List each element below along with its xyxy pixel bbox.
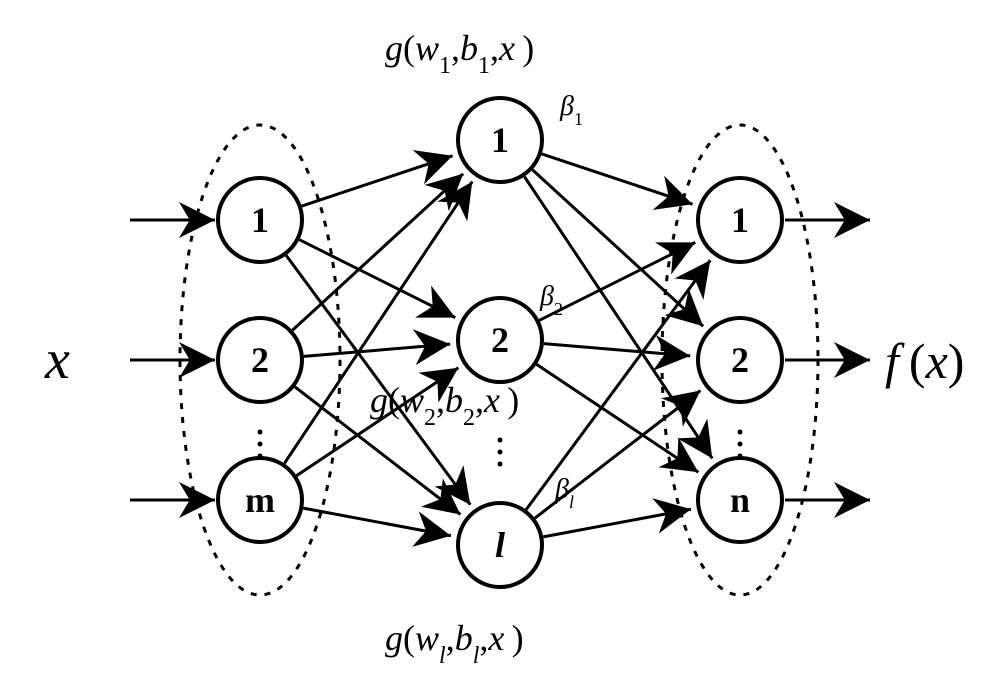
label-x: x [44, 329, 70, 391]
edge-i1-h1 [302, 156, 453, 206]
vdots-input [258, 430, 263, 435]
vdots-input [258, 454, 263, 459]
edge-h1-on [524, 177, 712, 459]
vdots-input [258, 442, 263, 447]
anno-betal: βl [554, 474, 574, 512]
node-label-i2: 2 [251, 340, 269, 380]
edge-hl-on [543, 509, 691, 537]
vdots-output [738, 454, 743, 459]
vdots-output [738, 442, 743, 447]
vdots-hidden [498, 462, 503, 467]
node-label-h1: 1 [491, 120, 509, 160]
vdots-output [738, 430, 743, 435]
edge-i2-h2 [304, 344, 450, 356]
vdots-hidden [498, 450, 503, 455]
edge-im-hl [303, 508, 451, 536]
edge-h2-o2 [544, 344, 690, 356]
node-label-on: n [730, 480, 750, 520]
nn-diagram: 1 2 m 1 2 l 1 2 n g(w1,b1,x ) g(w2,b2,x ) g(wl,bl,… [0, 0, 1000, 695]
anno-beta1: β1 [559, 91, 583, 129]
node-label-im: m [245, 480, 275, 520]
edge-h1-o1 [542, 154, 693, 204]
vdots-hidden [498, 438, 503, 443]
node-label-o1: 1 [731, 200, 749, 240]
anno-g-top: g(w1,b1,x ) [385, 28, 534, 79]
label-fx: f (x) [885, 333, 964, 389]
node-label-i1: 1 [251, 200, 269, 240]
node-label-h2: 2 [491, 320, 509, 360]
node-label-o2: 2 [731, 340, 749, 380]
anno-g-mid: g(w2,b2,x ) [370, 380, 519, 431]
node-label-hl: l [495, 525, 505, 565]
anno-g-bot: g(wl,bl,x ) [385, 618, 524, 669]
